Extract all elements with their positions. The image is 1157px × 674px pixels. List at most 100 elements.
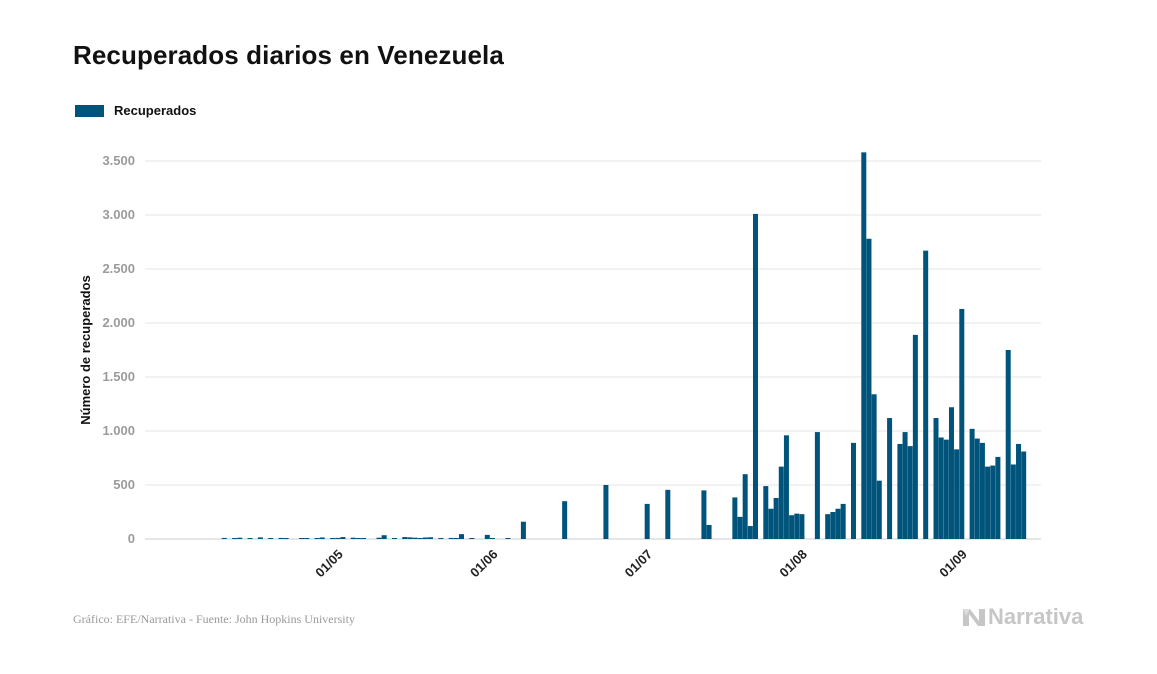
- bar: [861, 152, 867, 540]
- bar: [283, 538, 289, 539]
- bar: [412, 537, 418, 539]
- bar: [335, 537, 341, 539]
- brand-name: Narrativa: [988, 604, 1084, 629]
- bar: [304, 538, 310, 539]
- bar: [985, 466, 991, 539]
- bar: [361, 538, 367, 539]
- x-tick-label: 01/05: [312, 547, 346, 581]
- bar: [350, 537, 356, 539]
- bar: [773, 497, 779, 539]
- bar: [278, 537, 284, 539]
- bar: [778, 466, 784, 539]
- y-tick-label: 0: [128, 531, 135, 546]
- bar: [407, 537, 413, 539]
- x-tick-label: 01/08: [776, 547, 810, 581]
- bar: [902, 432, 908, 539]
- bar: [422, 537, 428, 539]
- bar: [995, 456, 1001, 539]
- source-credit: Gráfico: EFE/Narrativa - Fuente: John Ho…: [73, 612, 355, 626]
- x-tick-label: 01/09: [936, 547, 970, 581]
- bar: [783, 435, 789, 539]
- bar: [959, 308, 965, 539]
- bar: [314, 538, 320, 539]
- bar: [979, 442, 985, 539]
- bar: [340, 537, 346, 539]
- bar: [825, 514, 831, 539]
- x-tick-label: 01/06: [467, 547, 501, 581]
- bar: [268, 538, 274, 539]
- bar: [1005, 350, 1011, 539]
- bar: [737, 516, 743, 539]
- bar: [887, 418, 893, 539]
- bar: [381, 535, 387, 539]
- bar: [763, 486, 769, 539]
- bar: [799, 514, 805, 539]
- bar: [505, 538, 511, 539]
- bar: [933, 418, 939, 539]
- bar: [428, 537, 434, 539]
- bar: [732, 497, 738, 539]
- bar: [459, 534, 465, 539]
- bar: [954, 449, 960, 539]
- y-tick-label: 500: [113, 477, 135, 492]
- bar: [948, 407, 954, 539]
- y-tick-label: 3.000: [102, 207, 135, 222]
- bar: [938, 437, 944, 539]
- bar: [794, 513, 800, 539]
- bar: [768, 508, 774, 539]
- bar: [247, 538, 253, 539]
- bar: [912, 334, 918, 539]
- bar: [221, 537, 227, 539]
- legend-label: Recuperados: [114, 103, 197, 118]
- bar: [402, 537, 408, 539]
- y-tick-label: 2.500: [102, 261, 135, 276]
- bar: [1021, 451, 1027, 539]
- bar: [876, 480, 882, 539]
- bar: [417, 538, 423, 539]
- bar: [789, 515, 795, 539]
- x-tick-label: 01/07: [622, 547, 656, 581]
- bar: [644, 503, 650, 539]
- y-tick-label: 3.500: [102, 153, 135, 168]
- bar: [469, 538, 475, 539]
- bar: [871, 394, 877, 539]
- bar: [974, 438, 980, 539]
- y-tick-label: 2.000: [102, 315, 135, 330]
- bar: [897, 443, 903, 539]
- bar: [835, 508, 841, 539]
- bar: [484, 534, 490, 539]
- bar: [562, 501, 568, 539]
- bar-chart: 0 500 1.000 1.500 2.000 2.500 3.000 3.500 Número…: [78, 152, 1041, 581]
- bar: [866, 238, 872, 539]
- bar: [319, 537, 325, 539]
- bar: [520, 521, 526, 539]
- bar: [438, 538, 444, 539]
- bar: [232, 538, 238, 539]
- bar: [355, 538, 361, 539]
- bar: [1010, 464, 1016, 539]
- bar: [330, 538, 336, 539]
- bar: [814, 432, 820, 539]
- y-tick-label: 1.000: [102, 423, 135, 438]
- bar: [603, 485, 609, 539]
- chart-title: Recuperados diarios en Venezuela: [73, 40, 504, 70]
- bar: [237, 537, 243, 539]
- legend-swatch: [75, 104, 104, 117]
- bar: [830, 512, 836, 539]
- bar: [990, 465, 996, 539]
- bar: [448, 537, 454, 539]
- bar: [1016, 443, 1022, 539]
- narrativa-n-icon: [963, 609, 985, 626]
- bar: [907, 446, 913, 539]
- bar: [969, 428, 975, 539]
- bar: [665, 489, 671, 539]
- y-tick-label: 1.500: [102, 369, 135, 384]
- bar: [923, 250, 929, 539]
- bar: [943, 439, 949, 539]
- y-axis-title: Número de recuperados: [78, 275, 93, 425]
- bar: [391, 538, 397, 539]
- bar: [840, 503, 846, 539]
- bar: [453, 538, 459, 539]
- bar: [257, 537, 263, 539]
- bar: [850, 442, 856, 539]
